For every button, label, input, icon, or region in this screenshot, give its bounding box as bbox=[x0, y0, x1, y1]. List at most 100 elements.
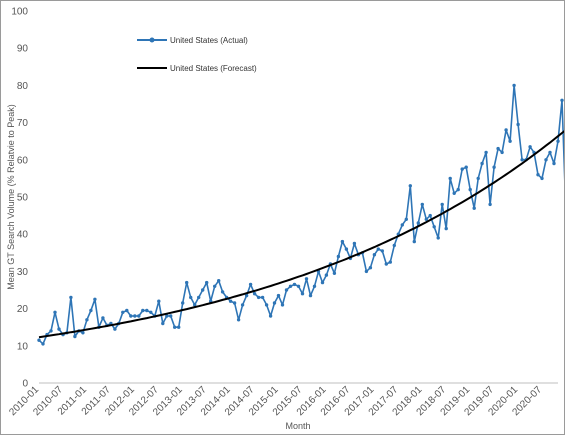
data-point-actual bbox=[320, 280, 325, 285]
data-point-actual bbox=[440, 202, 444, 207]
data-point-actual bbox=[508, 139, 512, 143]
y-tick-label: 70 bbox=[17, 118, 29, 129]
data-point-actual bbox=[552, 161, 556, 166]
data-point-actual bbox=[424, 217, 428, 221]
y-tick-label: 90 bbox=[17, 44, 29, 55]
data-point-actual bbox=[292, 282, 297, 287]
data-point-actual bbox=[380, 249, 384, 253]
data-point-actual bbox=[129, 314, 133, 318]
series-line-forecast bbox=[38, 130, 564, 339]
data-point-actual bbox=[308, 293, 313, 298]
data-point-actual bbox=[560, 98, 564, 103]
data-point-actual bbox=[252, 292, 257, 296]
data-point-actual bbox=[444, 226, 448, 231]
y-axis-ticks: 0 10 20 30 40 50 60 70 80 90 100 bbox=[11, 7, 28, 390]
data-point-actual bbox=[492, 165, 496, 169]
data-point-actual bbox=[388, 260, 392, 264]
data-point-actual bbox=[312, 284, 317, 288]
series-layer bbox=[37, 83, 564, 346]
data-point-actual bbox=[288, 284, 293, 288]
data-point-actual bbox=[428, 213, 432, 218]
data-point-actual bbox=[173, 325, 177, 329]
data-point-actual bbox=[161, 321, 165, 326]
data-point-actual bbox=[376, 247, 380, 251]
data-point-actual bbox=[464, 165, 468, 169]
data-point-actual bbox=[141, 308, 145, 313]
data-point-actual bbox=[544, 158, 548, 162]
data-point-actual bbox=[412, 239, 416, 244]
data-point-actual bbox=[408, 184, 412, 188]
data-point-actual bbox=[460, 167, 464, 171]
data-point-actual bbox=[264, 303, 269, 307]
data-point-actual bbox=[480, 161, 484, 166]
legend-label-actual: United States (Actual) bbox=[170, 36, 248, 45]
data-point-actual bbox=[276, 293, 281, 298]
data-point-actual bbox=[416, 221, 420, 225]
y-tick-label: 60 bbox=[17, 155, 29, 166]
data-point-actual bbox=[364, 269, 369, 274]
data-point-actual bbox=[484, 150, 488, 155]
data-point-actual bbox=[536, 173, 540, 177]
y-tick-label: 10 bbox=[17, 341, 29, 352]
data-point-actual bbox=[244, 293, 249, 298]
data-point-actual bbox=[452, 191, 456, 195]
data-point-actual bbox=[49, 329, 53, 333]
data-point-actual bbox=[137, 314, 141, 318]
data-point-actual bbox=[476, 176, 480, 181]
data-point-actual bbox=[528, 145, 532, 149]
data-point-actual bbox=[432, 225, 436, 229]
data-point-actual bbox=[145, 308, 149, 313]
data-point-actual bbox=[468, 187, 472, 192]
data-point-actual bbox=[392, 243, 396, 248]
data-point-actual bbox=[197, 295, 201, 300]
data-point-actual bbox=[368, 266, 373, 270]
data-point-actual bbox=[404, 217, 408, 221]
series-line-actual bbox=[38, 84, 564, 345]
data-point-actual bbox=[420, 202, 424, 207]
y-tick-label: 20 bbox=[17, 304, 29, 315]
data-point-actual bbox=[272, 301, 277, 305]
data-point-actual bbox=[236, 318, 241, 322]
data-point-actual bbox=[89, 308, 93, 313]
data-point-actual bbox=[448, 176, 452, 181]
y-tick-label: 100 bbox=[11, 7, 28, 18]
data-point-actual bbox=[73, 334, 77, 339]
x-axis-ticks: 2010-012010-072011-012011-072012-012012-… bbox=[7, 384, 544, 418]
data-point-actual bbox=[344, 247, 349, 251]
y-tick-label: 50 bbox=[17, 193, 29, 204]
data-point-actual bbox=[556, 139, 560, 143]
data-point-actual bbox=[520, 158, 524, 162]
data-point-actual bbox=[456, 187, 460, 192]
legend-label-forecast: United States (Forecast) bbox=[170, 64, 257, 73]
data-point-actual bbox=[101, 316, 105, 320]
data-point-actual bbox=[504, 128, 508, 132]
data-point-actual bbox=[177, 325, 181, 329]
data-point-actual bbox=[157, 299, 161, 303]
y-tick-label: 0 bbox=[22, 379, 28, 390]
data-point-actual bbox=[300, 292, 305, 296]
data-point-actual bbox=[69, 295, 73, 300]
data-point-actual bbox=[41, 342, 45, 346]
data-point-actual bbox=[165, 314, 169, 318]
data-point-actual bbox=[232, 301, 237, 305]
data-point-actual bbox=[352, 241, 357, 246]
data-point-actual bbox=[81, 331, 85, 335]
data-point-actual bbox=[53, 310, 57, 314]
data-point-actual bbox=[548, 150, 552, 155]
data-point-actual bbox=[228, 299, 233, 303]
data-point-actual bbox=[472, 206, 476, 210]
data-point-actual bbox=[125, 308, 129, 313]
data-point-actual bbox=[85, 318, 89, 322]
data-point-actual bbox=[113, 327, 117, 331]
data-point-actual bbox=[284, 288, 289, 292]
data-point-actual bbox=[400, 223, 404, 227]
data-point-actual bbox=[296, 284, 301, 288]
data-point-actual bbox=[133, 314, 137, 318]
data-point-actual bbox=[372, 253, 377, 257]
data-point-actual bbox=[185, 280, 189, 285]
data-point-actual bbox=[436, 236, 440, 240]
data-point-actual bbox=[340, 239, 345, 244]
data-point-actual bbox=[213, 284, 217, 288]
